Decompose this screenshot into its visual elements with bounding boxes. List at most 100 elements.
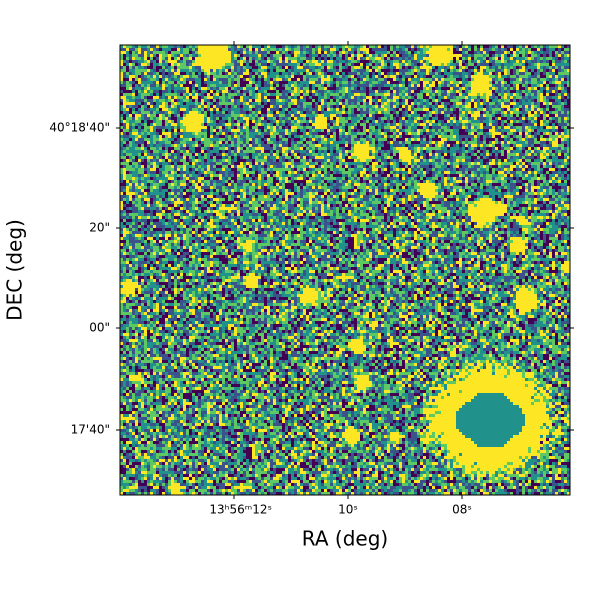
pixel (486, 51, 489, 54)
pixel (360, 48, 363, 51)
pixel (186, 54, 189, 57)
pixel (531, 72, 534, 75)
pixel (393, 69, 396, 72)
pixel (285, 63, 288, 66)
pixel (345, 60, 348, 63)
pixel (273, 54, 276, 57)
pixel (234, 66, 237, 69)
pixel (477, 51, 480, 54)
pixel (138, 84, 141, 87)
pixel (546, 54, 549, 57)
pixel (225, 69, 228, 72)
pixel (141, 54, 144, 57)
pixel (408, 69, 411, 72)
pixel (312, 66, 315, 69)
pixel (522, 75, 525, 78)
pixel (381, 60, 384, 63)
pixel (357, 60, 360, 63)
pixel (393, 84, 396, 87)
pixel (255, 63, 258, 66)
pixel (204, 72, 207, 75)
pixel (486, 75, 489, 78)
pixel (504, 51, 507, 54)
pixel (555, 81, 558, 84)
pixel (549, 54, 552, 57)
pixel (300, 63, 303, 66)
pixel (132, 63, 135, 66)
pixel (165, 51, 168, 54)
pixel (393, 63, 396, 66)
pixel (474, 48, 477, 51)
pixel (288, 66, 291, 69)
pixel (168, 69, 171, 72)
pixel (270, 75, 273, 78)
pixel (408, 81, 411, 84)
pixel (396, 66, 399, 69)
pixel (402, 84, 405, 87)
pixel (267, 54, 270, 57)
pixel (558, 57, 561, 60)
pixel (471, 51, 474, 54)
pixel (264, 63, 267, 66)
pixel (141, 81, 144, 84)
pixel (459, 57, 462, 60)
pixel (210, 75, 213, 78)
pixel (297, 72, 300, 75)
pixel (540, 66, 543, 69)
pixel (279, 69, 282, 72)
pixel (525, 78, 528, 81)
pixel (225, 51, 228, 54)
pixel (276, 57, 279, 60)
pixel (402, 63, 405, 66)
pixel (489, 75, 492, 78)
pixel (420, 48, 423, 51)
pixel (180, 63, 183, 66)
pixel (375, 78, 378, 81)
pixel (207, 48, 210, 51)
pixel (423, 60, 426, 63)
pixel (282, 87, 285, 90)
pixel (258, 63, 261, 66)
pixel (375, 84, 378, 87)
pixel (294, 60, 297, 63)
pixel (351, 51, 354, 54)
pixel (519, 81, 522, 84)
pixel (330, 87, 333, 90)
pixel (327, 48, 330, 51)
pixel (306, 60, 309, 63)
pixel (465, 84, 468, 87)
pixel (492, 48, 495, 51)
pixel (369, 66, 372, 69)
pixel (480, 66, 483, 69)
pixel (132, 54, 135, 57)
pixel (372, 54, 375, 57)
pixel (306, 51, 309, 54)
pixel (231, 75, 234, 78)
pixel (126, 69, 129, 72)
pixel (564, 75, 567, 78)
pixel (228, 69, 231, 72)
pixel (141, 78, 144, 81)
pixel (552, 84, 555, 87)
pixel (348, 63, 351, 66)
pixel (327, 84, 330, 87)
pixel (294, 84, 297, 87)
pixel (510, 75, 513, 78)
pixel (252, 66, 255, 69)
pixel (423, 57, 426, 60)
pixel (435, 66, 438, 69)
pixel (504, 63, 507, 66)
pixel (255, 78, 258, 81)
pixel (231, 54, 234, 57)
pixel (372, 66, 375, 69)
pixel (468, 48, 471, 51)
pixel (351, 75, 354, 78)
pixel (207, 87, 210, 90)
pixel (423, 48, 426, 51)
pixel (450, 60, 453, 63)
pixel (192, 84, 195, 87)
pixel (495, 72, 498, 75)
pixel (129, 84, 132, 87)
pixel (411, 60, 414, 63)
pixel (156, 69, 159, 72)
